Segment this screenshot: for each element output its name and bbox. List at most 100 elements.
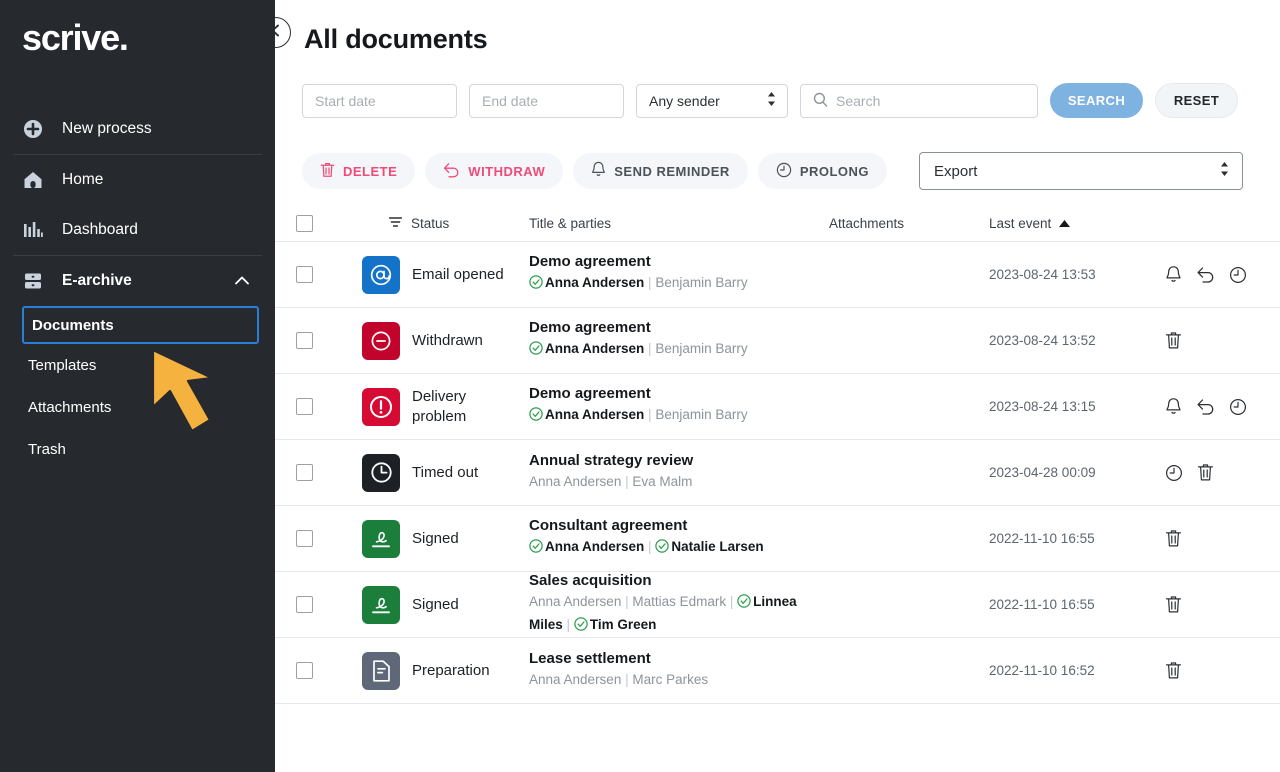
sender-select[interactable]: Any sender (636, 83, 788, 118)
row-status-cell: Withdrawn (333, 321, 529, 360)
row-document-title[interactable]: Demo agreement (529, 385, 651, 403)
prolong-button[interactable]: PROLONG (757, 153, 888, 189)
row-status-cell: Signed (333, 585, 529, 624)
row-action-bell[interactable] (1165, 265, 1182, 284)
filter-bar: Start date End date Any sender Search SE… (275, 55, 1280, 118)
undo-icon (443, 162, 460, 181)
row-actions-cell (1151, 529, 1280, 548)
row-actions-cell (1151, 331, 1280, 350)
row-checkbox[interactable] (295, 332, 313, 349)
column-header-title[interactable]: Title & parties (529, 216, 612, 231)
sidebar-item-attachments[interactable]: Attachments (0, 386, 275, 428)
row-status-label: Withdrawn (412, 331, 483, 349)
search-placeholder: Search (836, 92, 881, 109)
send-reminder-button[interactable]: SEND REMINDER (573, 153, 748, 189)
sidebar-item-trash-label: Trash (28, 440, 66, 458)
row-status-cell: Signed (333, 519, 529, 558)
row-document-title[interactable]: Sales acquisition (529, 572, 652, 590)
withdraw-button[interactable]: WITHDRAW (425, 153, 564, 189)
start-date-input[interactable]: Start date (302, 83, 457, 118)
row-action-undo[interactable] (1196, 266, 1215, 284)
prolong-button-label: PROLONG (799, 163, 870, 179)
table-row[interactable]: Timed out Annual strategy review Anna Ande… (275, 440, 1280, 506)
row-parties: Anna Andersen | Benjamin Barry (529, 273, 829, 295)
table-row[interactable]: Withdrawn Demo agreement Anna Andersen | B… (275, 308, 1280, 374)
sidebar-group-e-archive[interactable]: E-archive (0, 256, 275, 306)
verified-check-icon (529, 275, 543, 295)
end-date-input[interactable]: End date (469, 83, 624, 118)
table-row[interactable]: Preparation Lease settlement Anna Andersen… (275, 638, 1280, 704)
row-action-clock[interactable] (1165, 464, 1183, 482)
sidebar-item-trash[interactable]: Trash (0, 428, 275, 470)
row-action-trash[interactable] (1165, 661, 1182, 680)
row-parties: Anna Andersen | Benjamin Barry (529, 339, 829, 361)
row-checkbox[interactable] (295, 398, 313, 415)
chevron-up-icon[interactable] (235, 272, 249, 290)
row-status-label: Delivery problem (412, 387, 467, 425)
brand-logo[interactable]: scrive. (0, 0, 275, 76)
row-checkbox[interactable] (295, 464, 313, 481)
search-button[interactable]: SEARCH (1050, 83, 1143, 118)
sidebar-item-documents[interactable]: Documents (22, 306, 259, 344)
document-draft-icon (362, 651, 400, 690)
row-actions-cell (1151, 661, 1280, 680)
sidebar-item-attachments-label: Attachments (28, 398, 112, 416)
row-title-cell: Demo agreement Anna Andersen | Benjamin B… (529, 319, 829, 361)
at-sign-icon (362, 255, 400, 294)
bell-icon (591, 161, 606, 181)
export-select-value: Export (934, 162, 978, 180)
table-row[interactable]: Signed Sales acquisition Anna Andersen | M… (275, 572, 1280, 638)
row-action-undo[interactable] (1196, 398, 1215, 416)
sidebar-item-dashboard[interactable]: Dashboard (0, 205, 275, 255)
row-action-trash[interactable] (1165, 331, 1182, 350)
search-input[interactable]: Search (800, 83, 1038, 118)
row-title-cell: Annual strategy review Anna Andersen | Ev… (529, 452, 829, 492)
sidebar-item-dashboard-label: Dashboard (62, 221, 138, 238)
row-document-title[interactable]: Annual strategy review (529, 452, 694, 470)
select-all-checkbox[interactable] (295, 215, 313, 232)
send-reminder-button-label: SEND REMINDER (614, 163, 730, 179)
row-action-clock[interactable] (1229, 398, 1247, 416)
delete-button[interactable]: DELETE (302, 153, 416, 189)
row-actions-cell (1151, 595, 1280, 614)
end-date-placeholder: End date (482, 92, 539, 109)
row-action-clock[interactable] (1229, 266, 1247, 284)
column-header-last-event[interactable]: Last event (989, 216, 1151, 231)
reset-button[interactable]: RESET (1155, 83, 1238, 118)
row-checkbox[interactable] (295, 662, 313, 679)
row-document-title[interactable]: Demo agreement (529, 253, 651, 271)
export-select[interactable]: Export (919, 152, 1244, 190)
column-header-attachments[interactable]: Attachments (829, 216, 905, 231)
column-header-status[interactable]: Status (333, 215, 529, 232)
row-action-trash[interactable] (1165, 595, 1182, 614)
row-document-title[interactable]: Consultant agreement (529, 517, 688, 535)
row-document-title[interactable]: Demo agreement (529, 319, 651, 337)
row-parties: Anna Andersen | Mattias Edmark | Linnea … (529, 592, 829, 637)
verified-check-icon (529, 407, 543, 427)
row-checkbox[interactable] (295, 266, 313, 283)
sidebar-divider-1 (13, 154, 262, 155)
row-checkbox[interactable] (295, 596, 313, 613)
table-header-row: Status Title & parties Attachments Last … (275, 206, 1280, 242)
table-row[interactable]: Signed Consultant agreement Anna Andersen … (275, 506, 1280, 572)
row-checkbox[interactable] (295, 530, 313, 547)
row-document-title[interactable]: Lease settlement (529, 650, 651, 668)
row-action-bell[interactable] (1165, 397, 1182, 416)
sort-ascending-triangle-icon (1058, 216, 1071, 231)
sidebar-item-home[interactable]: Home (0, 155, 275, 205)
row-action-trash[interactable] (1165, 529, 1182, 548)
row-status-label: Signed (412, 595, 459, 613)
row-checkbox-cell (275, 464, 333, 481)
verified-check-icon (574, 616, 588, 637)
sidebar-item-new-process[interactable]: New process (0, 104, 275, 154)
row-title-cell: Demo agreement Anna Andersen | Benjamin B… (529, 253, 829, 295)
sidebar: scrive. New process Home (0, 0, 275, 772)
sidebar-item-templates[interactable]: Templates (0, 344, 275, 386)
row-action-trash[interactable] (1197, 463, 1214, 482)
row-status-label: Signed (412, 529, 459, 547)
row-parties: Anna Andersen | Eva Malm (529, 474, 693, 490)
sidebar-group-e-archive-label: E-archive (62, 272, 132, 289)
sidebar-item-documents-label: Documents (32, 316, 114, 334)
table-row[interactable]: Email opened Demo agreement Anna Andersen … (275, 242, 1280, 308)
table-row[interactable]: Delivery problem Demo agreement Anna Ander… (275, 374, 1280, 440)
